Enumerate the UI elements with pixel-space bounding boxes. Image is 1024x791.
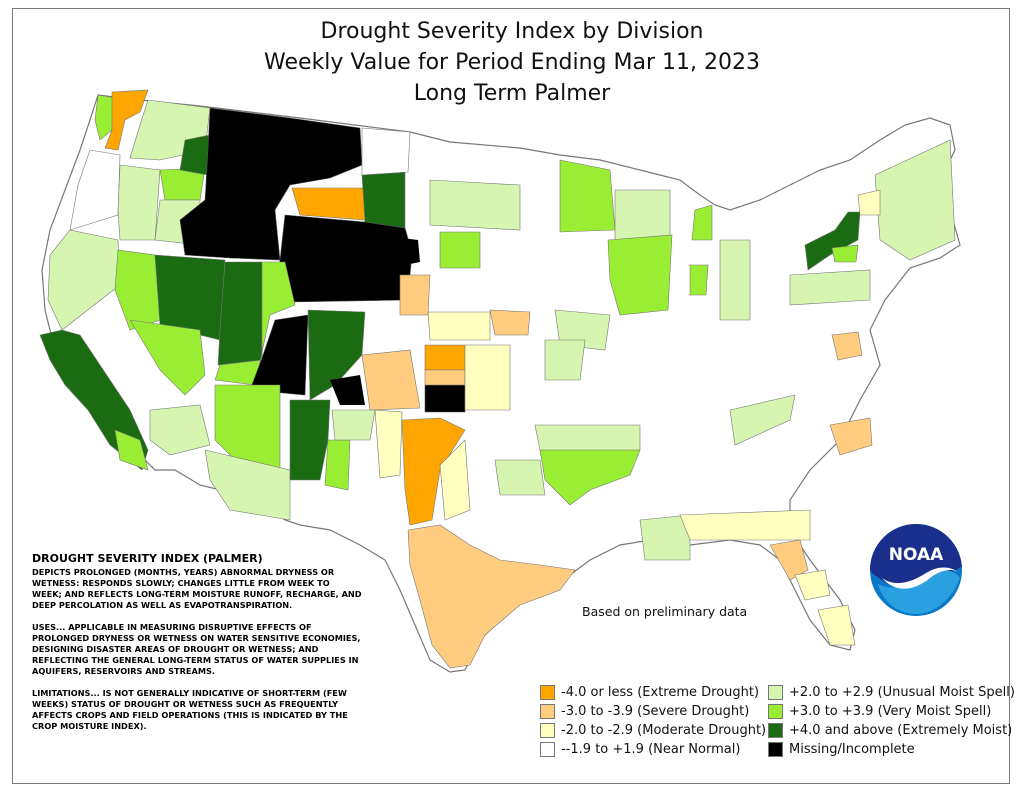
division-nv-south xyxy=(129,319,206,396)
division-ky-unusual xyxy=(729,394,796,446)
division-ut-west xyxy=(217,261,263,366)
legend-item-moderate-drought: -2.0 to -2.9 (Moderate Drought) xyxy=(540,720,766,740)
division-fl-central-moderate xyxy=(794,569,831,601)
division-vt-moderate xyxy=(857,189,881,216)
division-ks-west-severe xyxy=(424,369,466,386)
division-ms-al-unusual xyxy=(494,459,546,496)
legend-swatch xyxy=(540,684,555,700)
legend-swatch xyxy=(768,741,783,757)
legend-label: -2.0 to -2.9 (Moderate Drought) xyxy=(561,722,767,738)
division-fl-north-severe xyxy=(769,539,809,581)
division-ny-very-moist xyxy=(831,244,859,263)
map-title-line-1: Drought Severity Index by Division xyxy=(320,19,704,44)
division-co-east-drought xyxy=(361,349,421,411)
division-id-mt-missing xyxy=(179,107,363,261)
legend-label: -3.0 to -3.9 (Severe Drought) xyxy=(561,703,750,719)
division-wi-mn-unusual xyxy=(614,189,671,241)
legend-swatch xyxy=(768,722,783,738)
noaa-logo-text: NOAA xyxy=(889,545,944,565)
legend-label: -4.0 or less (Extreme Drought) xyxy=(561,684,760,700)
division-nm-central xyxy=(324,439,351,491)
division-co-se-missing xyxy=(330,375,365,405)
legend-label: +3.0 to +3.9 (Very Moist Spell) xyxy=(789,703,992,719)
division-mi-very-moist xyxy=(689,264,709,296)
division-tx-south-severe xyxy=(407,524,576,669)
noaa-logo-icon: NOAA xyxy=(870,524,962,616)
division-az-south xyxy=(204,449,291,521)
division-mn-very-moist xyxy=(559,159,616,233)
division-mt-northeast xyxy=(361,127,411,176)
legend-item-unusual-moist: +2.0 to +2.9 (Unusual Moist Spell) xyxy=(768,682,1015,702)
division-tx-panhandle xyxy=(374,409,403,479)
legend-item-missing: Missing/Incomplete xyxy=(768,739,915,759)
legend-item-severe-drought: -3.0 to -3.9 (Severe Drought) xyxy=(540,701,749,721)
legend-label: +2.0 to +2.9 (Unusual Moist Spell) xyxy=(789,684,1015,700)
division-nm-west xyxy=(289,399,331,481)
legend-swatch xyxy=(768,703,783,719)
division-ca-desert xyxy=(149,404,211,456)
division-mo-ozark-unusual xyxy=(544,339,586,381)
division-ca-south-coast xyxy=(114,429,149,471)
division-nc-severe xyxy=(829,417,873,456)
legend-swatch xyxy=(540,703,555,719)
division-co-ne-severe xyxy=(399,274,431,316)
division-ne-moderate xyxy=(427,311,491,341)
division-va-severe xyxy=(831,331,863,361)
division-or-coast xyxy=(69,149,121,231)
legend-item-near-normal: --1.9 to +1.9 (Near Normal) xyxy=(540,739,740,759)
map-frame xyxy=(12,8,1010,784)
division-in-oh-unusual xyxy=(719,239,751,321)
division-wy-missing xyxy=(274,214,413,303)
division-ks-moderate xyxy=(464,344,511,411)
division-mt-east-moist xyxy=(361,171,406,229)
legend-item-extremely-moist: +4.0 and above (Extremely Moist) xyxy=(768,720,1012,740)
division-ks-extreme xyxy=(424,344,466,371)
division-wa-puget xyxy=(104,89,149,151)
division-tx-west-extreme xyxy=(401,417,466,526)
division-mi-lower-very-moist xyxy=(691,204,713,241)
legend-label: +4.0 and above (Extremely Moist) xyxy=(789,722,1013,738)
division-new-england-unusual xyxy=(874,139,956,261)
notes-heading: DROUGHT SEVERITY INDEX (PALMER) xyxy=(32,552,263,565)
map-title-line-3: Long Term Palmer xyxy=(413,81,611,106)
legend-item-very-moist: +3.0 to +3.9 (Very Moist Spell) xyxy=(768,701,991,721)
division-ok-missing xyxy=(424,384,466,413)
notes-uses: USES... APPLICABLE IN MEASURING DISRUPTI… xyxy=(32,622,361,676)
legend-swatch xyxy=(768,684,783,700)
legend-item-extreme-drought: -4.0 or less (Extreme Drought) xyxy=(540,682,759,702)
preliminary-data-note: Based on preliminary data xyxy=(582,604,748,619)
division-pa-unusual xyxy=(789,269,871,306)
legend-label: --1.9 to +1.9 (Near Normal) xyxy=(561,741,741,757)
notes-description: DEPICTS PROLONGED (MONTHS, YEARS) ABNORM… xyxy=(32,567,362,610)
division-ne-severe xyxy=(489,309,531,336)
division-or-central xyxy=(117,164,161,241)
division-tx-central-moderate xyxy=(439,439,471,521)
notes-limitations: LIMITATIONS... IS NOT GENERALLY INDICATI… xyxy=(32,688,348,731)
palmer-index-notes: DROUGHT SEVERITY INDEX (PALMER) DEPICTS … xyxy=(32,552,362,743)
legend-label: Missing/Incomplete xyxy=(789,741,915,757)
division-ia-il-very-moist xyxy=(607,234,673,316)
division-fl-south-moderate xyxy=(817,604,856,646)
division-nd-unusual xyxy=(429,179,521,231)
division-mt-central-drought xyxy=(291,187,366,221)
legend-swatch xyxy=(540,741,555,757)
map-title-line-2: Weekly Value for Period Ending Mar 11, 2… xyxy=(264,50,760,75)
division-ne-panhandle-missing xyxy=(402,238,420,265)
division-la-ms-unusual xyxy=(639,514,691,561)
division-sd-very-moist xyxy=(439,231,481,269)
division-co-west xyxy=(307,309,366,401)
division-tn-unusual xyxy=(534,424,641,451)
division-gulf-moderate xyxy=(679,509,811,541)
division-nm-east xyxy=(331,409,376,441)
division-ny-extremely-moist xyxy=(804,211,861,271)
legend-swatch xyxy=(540,722,555,738)
